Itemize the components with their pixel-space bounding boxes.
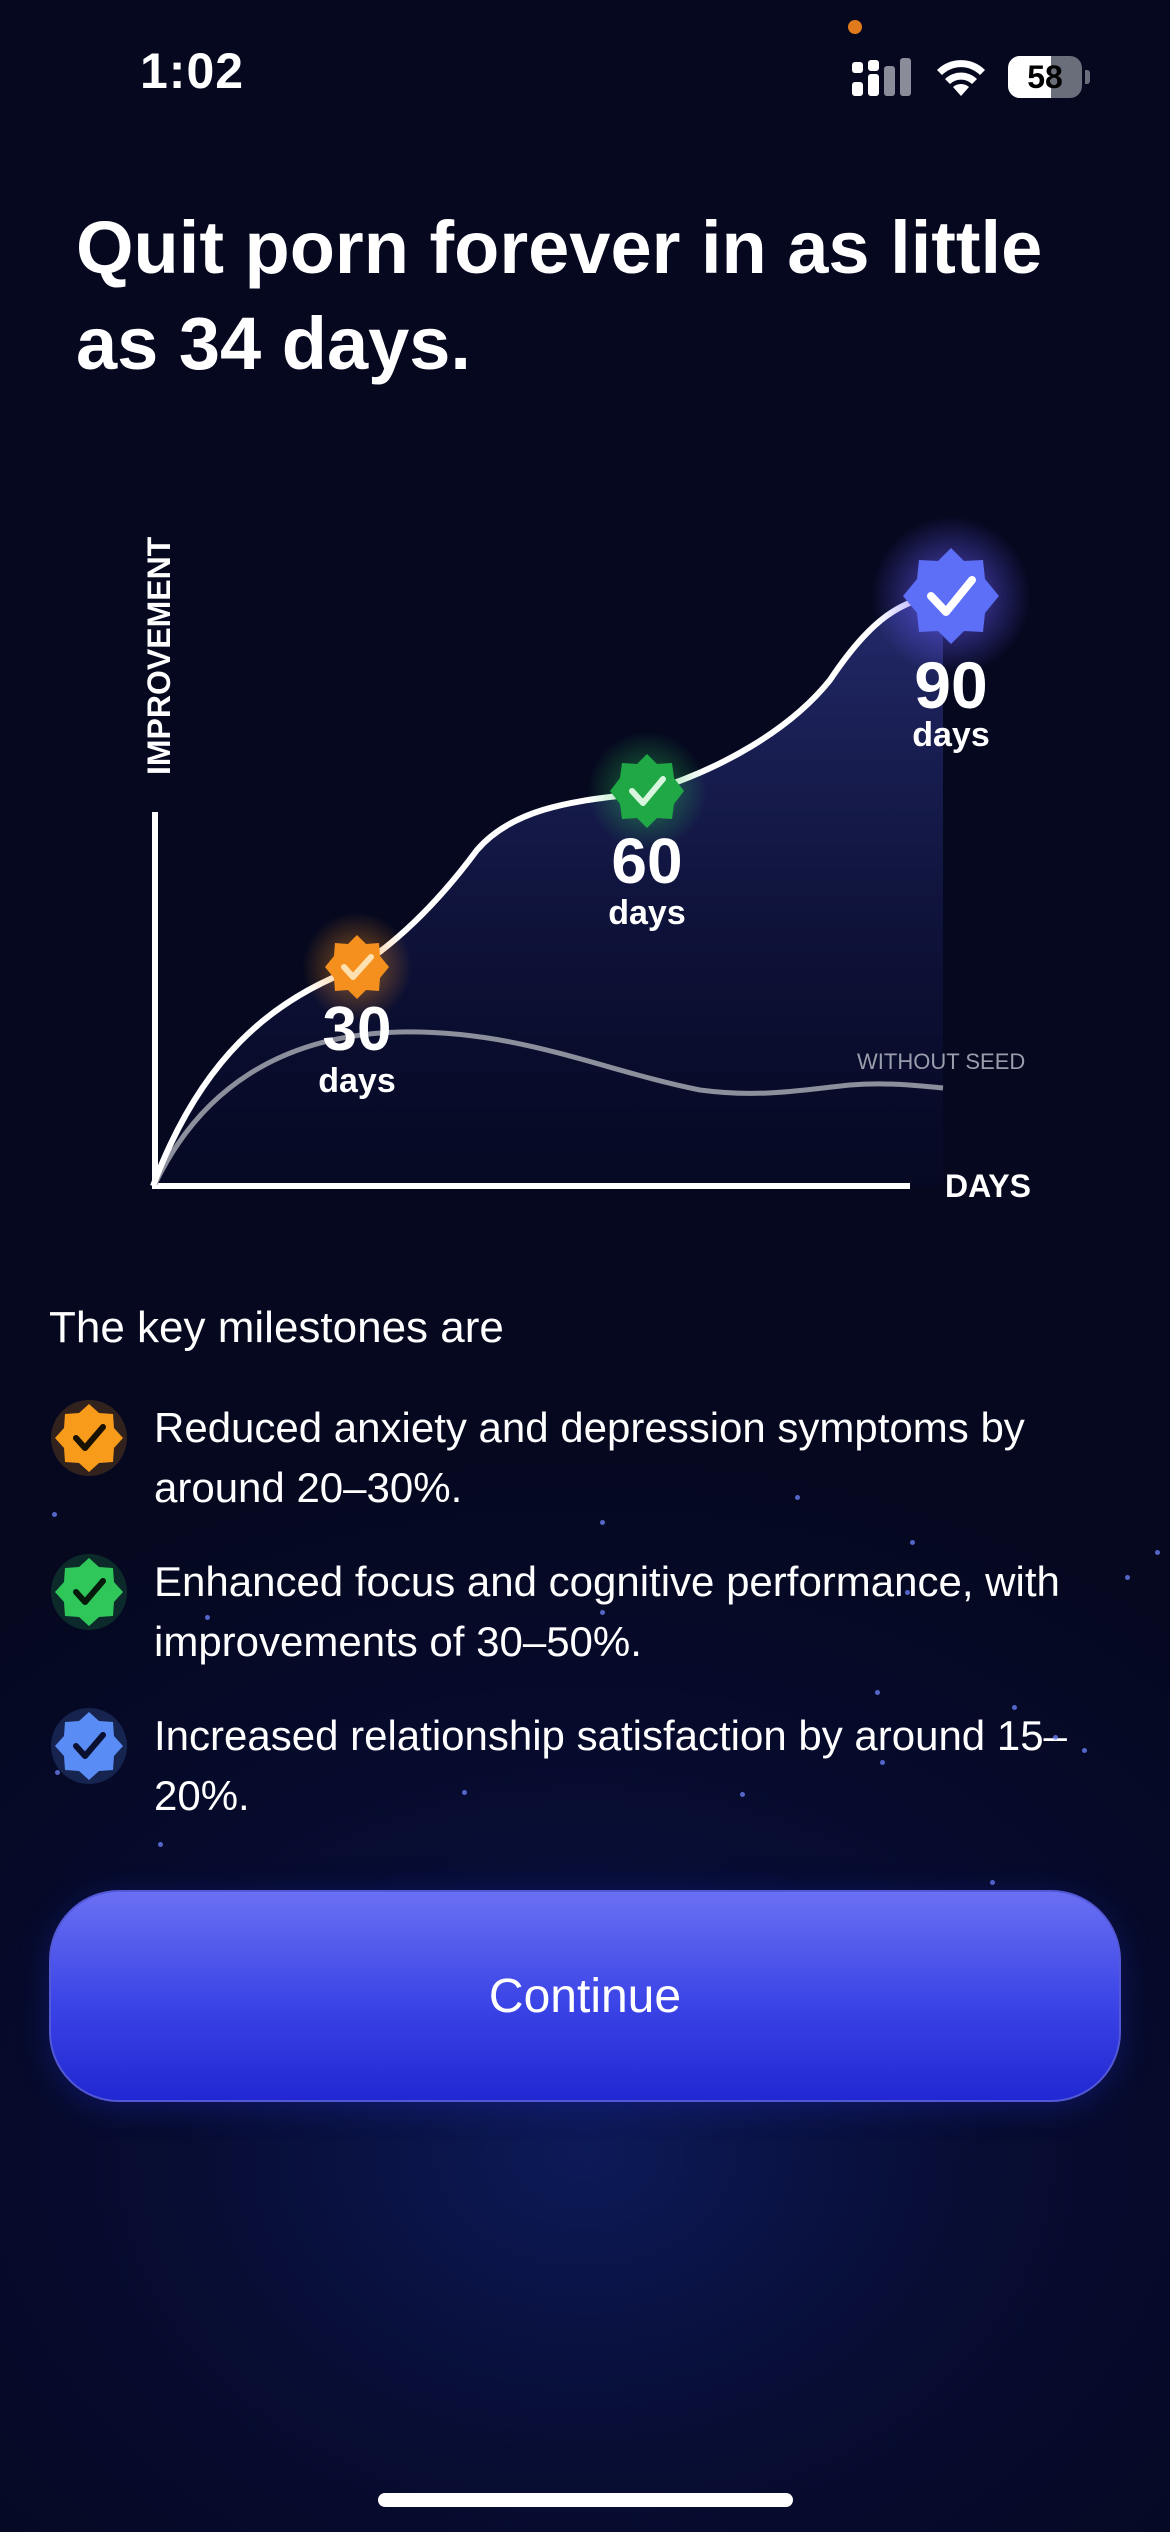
star-dot (462, 1790, 467, 1795)
milestone-90-unit: days (912, 716, 990, 754)
milestone-30-number: 30 (323, 995, 392, 1064)
milestones-heading: The key milestones are (49, 1303, 504, 1352)
star-dot (55, 1770, 60, 1775)
star-dot (1082, 1748, 1087, 1753)
milestone-60-number: 60 (611, 825, 682, 897)
milestone-60-unit: days (608, 894, 686, 932)
star-dot (52, 1512, 57, 1517)
star-dot (740, 1792, 745, 1797)
signal-icon (852, 58, 911, 96)
check-badge-icon (51, 1554, 127, 1630)
continue-button[interactable]: Continue (49, 1890, 1121, 2102)
star-dot (880, 1760, 885, 1765)
star-dot (600, 1610, 605, 1615)
improvement-chart: IMPROVEMENT DAYS WITHOUT SEED 30 days 60… (141, 516, 1031, 1204)
status-time: 1:02 (140, 43, 245, 99)
milestone-item-anxiety: Reduced anxiety and depression symptoms … (49, 1398, 1129, 1528)
milestone-item-relationship: Increased relationship satisfaction by a… (49, 1706, 1129, 1836)
milestone-60-badge-icon (610, 754, 684, 828)
status-bar: 1:02 58 (0, 0, 1170, 150)
milestone-text: Reduced anxiety and depression symptoms … (154, 1404, 1025, 1511)
star-dot (1012, 1705, 1017, 1710)
star-dot (600, 1520, 605, 1525)
star-dot (158, 1842, 163, 1847)
battery-icon: 58 (1008, 56, 1090, 98)
without-seed-line (152, 1029, 944, 1186)
milestone-90-number: 90 (914, 648, 987, 722)
privacy-indicator-dot (848, 20, 862, 34)
y-axis-label: IMPROVEMENT (141, 536, 177, 775)
battery-fill (1008, 56, 1051, 98)
star-dot (990, 1880, 995, 1885)
milestone-90-badge-icon (903, 548, 999, 644)
milestone-30-badge-icon (325, 935, 389, 999)
star-dot (910, 1540, 915, 1545)
milestone-item-focus: Enhanced focus and cognitive performance… (49, 1552, 1129, 1682)
page-title: Quit porn forever in as little as 34 day… (76, 206, 1043, 385)
star-dot (205, 1615, 210, 1620)
check-badge-icon (51, 1400, 127, 1476)
milestone-text: Increased relationship satisfaction by a… (154, 1712, 1067, 1819)
star-dot (875, 1690, 880, 1695)
check-badge-icon (51, 1708, 127, 1784)
milestone-text: Enhanced focus and cognitive performance… (154, 1558, 1060, 1665)
home-indicator[interactable] (378, 2493, 793, 2507)
star-dot (795, 1495, 800, 1500)
star-dot (1125, 1575, 1130, 1580)
star-dot (1155, 1550, 1160, 1555)
wifi-icon (937, 60, 985, 96)
battery-percent: 58 (1027, 59, 1063, 95)
with-seed-line (150, 591, 944, 1188)
star-dot (1053, 1735, 1058, 1740)
x-axis-label: DAYS (945, 1168, 1031, 1204)
milestone-30-unit: days (318, 1062, 396, 1100)
without-seed-label: WITHOUT SEED (857, 1049, 1025, 1074)
star-dot (905, 1590, 910, 1595)
